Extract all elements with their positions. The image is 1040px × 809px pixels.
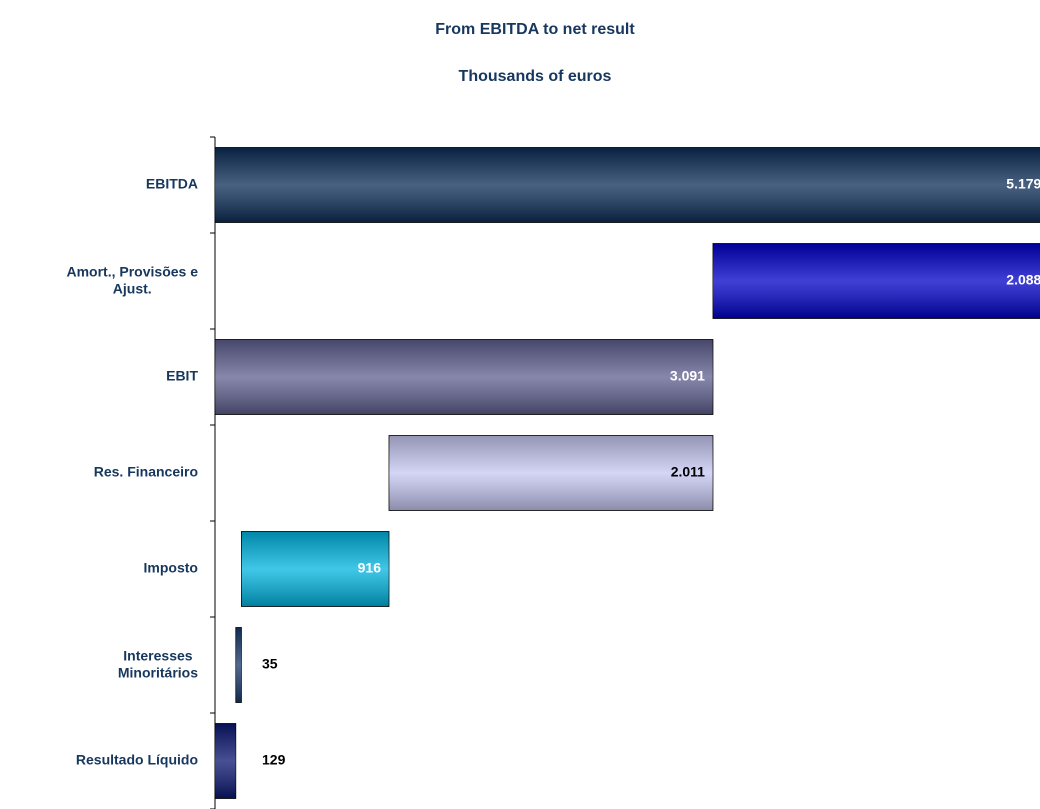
bar <box>214 339 714 415</box>
value-label: 2.011 <box>671 464 705 480</box>
bar <box>214 723 237 799</box>
value-label: 5.179 <box>1006 176 1040 192</box>
value-label: 129 <box>262 752 286 768</box>
value-label: 916 <box>358 560 382 576</box>
chart-subtitle: Thousands of euros <box>459 68 612 85</box>
value-label: 35 <box>262 656 278 672</box>
value-label: 2.088 <box>1006 272 1040 288</box>
category-label: EBITDA <box>146 176 198 192</box>
category-label: Resultado Líquido <box>76 752 198 768</box>
bar <box>214 147 1040 223</box>
chart-title: From EBITDA to net result <box>435 21 635 38</box>
value-label: 3.091 <box>670 368 705 384</box>
bar <box>712 243 1040 319</box>
category-label: Imposto <box>144 560 198 576</box>
category-label: Res. Financeiro <box>94 464 198 480</box>
category-label: EBIT <box>166 368 198 384</box>
bar <box>388 435 714 511</box>
bar <box>235 627 242 703</box>
category-label: Interesses Minoritários <box>118 647 198 680</box>
category-label: Amort., Provisões e Ajust. <box>67 263 199 296</box>
